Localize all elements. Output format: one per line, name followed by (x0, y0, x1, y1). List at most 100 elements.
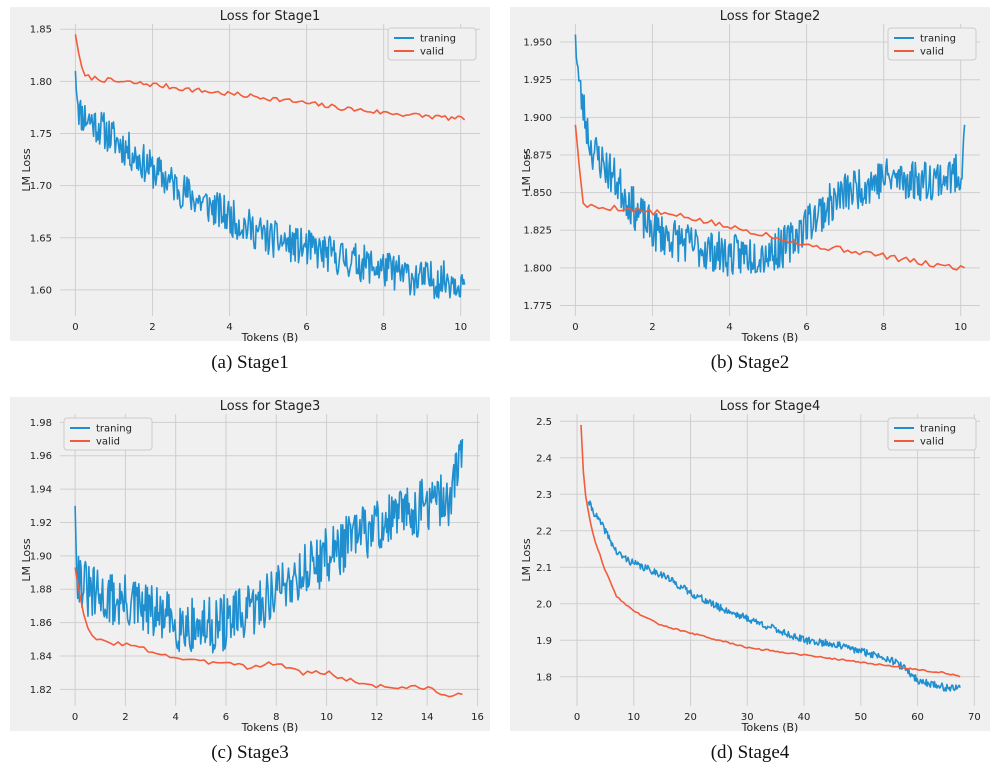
chart-title: Loss for Stage1 (220, 9, 321, 24)
x-tick-label: 0 (72, 322, 78, 333)
x-tick-label: 14 (421, 712, 434, 723)
x-tick-label: 20 (684, 712, 697, 723)
y-tick-label: 1.850 (523, 188, 552, 199)
y-tick-label: 1.90 (30, 551, 52, 562)
x-tick-label: 50 (854, 712, 867, 723)
series-line-traning (574, 34, 966, 277)
y-tick-label: 1.86 (30, 618, 52, 629)
x-tick-label: 0 (572, 322, 578, 333)
series-line-traning (587, 500, 961, 692)
y-tick-label: 1.88 (30, 585, 52, 596)
y-tick-label: 2.5 (536, 417, 552, 428)
x-tick-label: 2 (649, 322, 655, 333)
y-tick-label: 2.1 (536, 563, 552, 574)
x-tick-label: 12 (371, 712, 384, 723)
y-tick-label: 1.94 (30, 485, 52, 496)
x-tick-label: 10 (320, 712, 333, 723)
y-tick-label: 1.875 (523, 150, 552, 161)
chart-panel-stage1: 0 2 4 6 8 10 1.60 1.65 1.70 1.75 1.80 1.85 Loss for … (0, 0, 500, 390)
x-tick-label: 60 (911, 712, 924, 723)
x-tick-label: 8 (380, 322, 386, 333)
x-axis-label: Tokens (B) (241, 331, 299, 344)
series-line-valid (580, 424, 961, 678)
y-tick-label: 1.800 (523, 263, 552, 274)
chart-stage1: 0 2 4 6 8 10 1.60 1.65 1.70 1.75 1.80 1.85 Loss for … (10, 7, 490, 344)
y-tick-label: 1.65 (30, 233, 52, 244)
y-tick-label: 1.98 (30, 418, 52, 429)
chart-panel-stage4: 0 10 20 30 40 50 60 70 1.8 1.9 2.0 2.1 2.2 2.3 2.4 2.5 L… (500, 390, 1000, 780)
legend-label-valid: valid (420, 47, 444, 58)
x-axis-label: Tokens (B) (741, 331, 799, 344)
y-tick-label: 1.82 (30, 685, 52, 696)
x-tick-label: 30 (741, 712, 754, 723)
legend-label-valid: valid (96, 437, 120, 448)
y-tick-label: 1.75 (30, 129, 52, 140)
caption-stage4: (d) Stage4 (710, 742, 790, 763)
legend-label-traning: traning (920, 424, 956, 435)
chart-stage4: 0 10 20 30 40 50 60 70 1.8 1.9 2.0 2.1 2.2 2.3 2.4 2.5 L… (510, 397, 990, 734)
x-tick-label: 70 (968, 712, 981, 723)
y-tick-label: 1.950 (523, 38, 552, 49)
x-tick-label: 4 (726, 322, 732, 333)
series-line-traning (74, 438, 464, 654)
series-line-valid (74, 567, 463, 698)
chart-panel-stage3: 0 2 4 6 8 10 12 14 16 1.82 1.84 1.86 1.88 1.90 1.92 1.9… (0, 390, 500, 780)
y-axis-label: LM Loss (520, 538, 533, 582)
x-axis-label: Tokens (B) (741, 721, 799, 734)
x-tick-label: 16 (471, 712, 484, 723)
x-tick-label: 10 (954, 322, 967, 333)
y-axis-label: LM Loss (20, 538, 33, 582)
x-tick-label: 10 (627, 712, 640, 723)
x-tick-label: 4 (226, 322, 232, 333)
series-line-traning (74, 70, 466, 300)
y-tick-label: 1.70 (30, 181, 52, 192)
y-tick-label: 1.84 (30, 651, 52, 662)
y-tick-label: 2.0 (536, 599, 552, 610)
series-line-valid (74, 34, 466, 121)
chart-panel-stage2: 0 2 4 6 8 10 1.775 1.800 1.825 1.850 1.875 1.900 1.9… (500, 0, 1000, 390)
caption-stage1: (a) Stage1 (211, 352, 289, 373)
y-tick-label: 2.4 (536, 453, 552, 464)
x-tick-label: 40 (798, 712, 811, 723)
y-tick-label: 1.60 (30, 285, 52, 296)
x-tick-label: 2 (149, 322, 155, 333)
chart-background (10, 397, 490, 731)
legend: traning valid (887, 417, 977, 451)
x-tick-label: 8 (273, 712, 279, 723)
x-tick-label: 8 (880, 322, 886, 333)
legend: traning valid (63, 417, 153, 451)
y-tick-label: 1.85 (30, 25, 52, 36)
x-tick-label: 4 (173, 712, 179, 723)
x-tick-label: 10 (454, 322, 467, 333)
y-axis-label: LM Loss (20, 148, 33, 192)
chart-title: Loss for Stage4 (720, 399, 821, 414)
legend-label-valid: valid (920, 437, 944, 448)
series-line-valid (574, 124, 965, 271)
legend-label-traning: traning (420, 34, 456, 45)
legend: traning valid (887, 27, 977, 61)
y-tick-label: 1.8 (536, 672, 552, 683)
y-tick-label: 2.2 (536, 526, 552, 537)
y-tick-label: 1.925 (523, 75, 552, 86)
chart-title: Loss for Stage3 (220, 399, 321, 414)
legend-label-traning: traning (920, 34, 956, 45)
y-tick-label: 1.825 (523, 226, 552, 237)
y-tick-label: 1.96 (30, 451, 52, 462)
x-tick-label: 6 (303, 322, 309, 333)
y-tick-label: 1.775 (523, 301, 552, 312)
x-axis-label: Tokens (B) (241, 721, 299, 734)
y-tick-label: 1.80 (30, 77, 52, 88)
x-tick-label: 0 (574, 712, 580, 723)
legend: traning valid (387, 27, 477, 61)
caption-stage3: (c) Stage3 (211, 742, 289, 763)
x-tick-label: 6 (223, 712, 229, 723)
legend-label-valid: valid (920, 47, 944, 58)
x-tick-label: 2 (122, 712, 128, 723)
y-tick-label: 1.92 (30, 518, 52, 529)
caption-stage2: (b) Stage2 (710, 352, 790, 373)
y-tick-label: 1.9 (536, 636, 552, 647)
y-tick-label: 1.900 (523, 113, 552, 124)
chart-stage3: 0 2 4 6 8 10 12 14 16 1.82 1.84 1.86 1.88 1.90 1.92 1.9… (10, 397, 490, 734)
x-tick-label: 0 (72, 712, 78, 723)
y-tick-label: 2.3 (536, 490, 552, 501)
